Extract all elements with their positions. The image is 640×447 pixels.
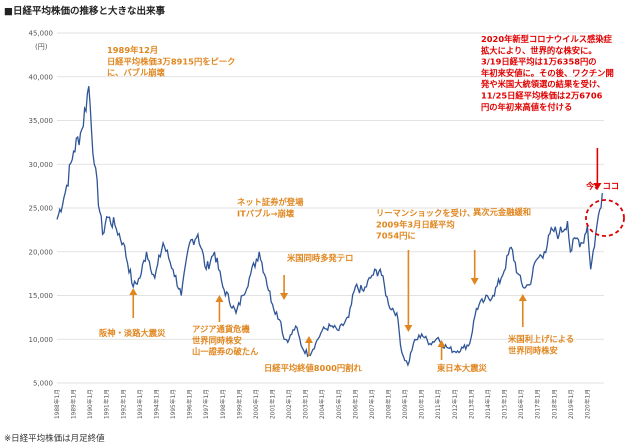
x-tick-label: 2020年1月 (583, 389, 591, 419)
y-tick-label: 20,000 (29, 248, 54, 256)
x-tick-label: 2004年1月 (318, 389, 326, 419)
y-tick-label: 35,000 (29, 117, 54, 125)
x-tick-label: 1995年1月 (169, 389, 177, 419)
x-tick-label: 2011年1月 (434, 389, 442, 419)
x-tick-label: 1988年1月 (53, 389, 61, 419)
arrow-quake-head (437, 340, 446, 347)
y-tick-label: 15,000 (29, 292, 54, 300)
x-tick-label: 1998年1月 (219, 389, 227, 419)
annotation-11: 東日本大震災 (436, 363, 487, 373)
x-tick-label: 2016年1月 (517, 389, 525, 419)
series-line (56, 86, 603, 367)
x-tick-label: 1993年1月 (136, 389, 144, 419)
arrow-hanshin-head (129, 288, 138, 295)
x-tick-label: 2006年1月 (351, 389, 359, 419)
annotation-6: 今、ココ (585, 181, 619, 191)
x-tick-label: 2010年1月 (418, 389, 426, 419)
y-tick-label: 25,000 (29, 205, 54, 213)
x-tick-label: 2002年1月 (285, 389, 293, 419)
annotation-10: 日経平均終値8000円割れ (264, 363, 362, 373)
x-tick-label: 2007年1月 (368, 389, 376, 419)
annotation-3: リーマンショックを受け、 2009年3月日経平均 7054円に (376, 208, 475, 241)
x-tick-label: 2013年1月 (467, 389, 475, 419)
x-tick-label: 2005年1月 (335, 389, 343, 419)
x-tick-label: 2000年1月 (252, 389, 260, 419)
x-tick-label: 1999年1月 (235, 389, 243, 419)
arrow-8000-head (304, 336, 313, 343)
annotation-5: 2020年新型コロナウイルス感染症拡大により、世界的な株安に。 3/19日経平均は… (480, 34, 614, 112)
x-tick-label: 1992年1月 (119, 389, 127, 419)
x-tick-label: 2001年1月 (268, 389, 276, 419)
x-tick-label: 1997年1月 (202, 389, 210, 419)
arrow-rate-head (518, 294, 527, 301)
x-tick-label: 2019年1月 (567, 389, 575, 419)
annotation-2: ネット証券が登場 ITバブル→崩壊 (237, 197, 304, 218)
y-tick-label: 30,000 (29, 161, 54, 169)
y-tick-label: 45,000 (29, 30, 54, 38)
x-tick-label: 2018年1月 (550, 389, 558, 419)
x-tick-label: 2009年1月 (401, 389, 409, 419)
arrow-qe-head (470, 278, 479, 285)
y-tick-label: 5,000 (33, 380, 53, 388)
annotation-9: アジア通貨危機世界同時株安山一證券の破たん (192, 324, 259, 357)
x-tick-label: 2003年1月 (302, 389, 310, 419)
arrow-asia-head (215, 295, 224, 302)
annotation-7: 米国同時多発テロ (286, 253, 353, 263)
x-tick-label: 2008年1月 (385, 389, 393, 419)
footnote: ※日経平均株価は月足終値 (4, 434, 105, 444)
annotation-12: 米国利上げによる世界同時株安 (507, 334, 574, 355)
now-circle (585, 199, 625, 237)
x-tick-label: 2017年1月 (534, 389, 542, 419)
y-tick-label: 40,000 (29, 73, 54, 81)
annotation-4: 異次元金融緩和 (473, 207, 531, 217)
x-tick-label: 2015年1月 (501, 389, 509, 419)
page-title: ■日経平均株価の推移と大きな出来事 (4, 6, 165, 17)
x-tick-label: 2012年1月 (451, 389, 459, 419)
y-tick-label: 10,000 (29, 336, 54, 344)
annotation-8: 阪神・淡路大震災 (99, 328, 166, 338)
arrow-lehman-head (404, 325, 413, 332)
annotation-1: 1989年12月日経平均株価3万8915円をピークに、バブル崩壊 (107, 45, 235, 78)
x-tick-label: 1990年1月 (86, 389, 94, 419)
arrow-now-head (593, 183, 602, 190)
y-axis-unit: (円) (35, 43, 48, 51)
x-tick-label: 1994年1月 (152, 389, 160, 419)
arrow-terror-head (280, 293, 289, 300)
x-tick-label: 1996年1月 (186, 389, 194, 419)
x-tick-label: 1989年1月 (70, 389, 78, 419)
x-tick-label: 1991年1月 (103, 389, 111, 419)
x-tick-label: 2014年1月 (484, 389, 492, 419)
